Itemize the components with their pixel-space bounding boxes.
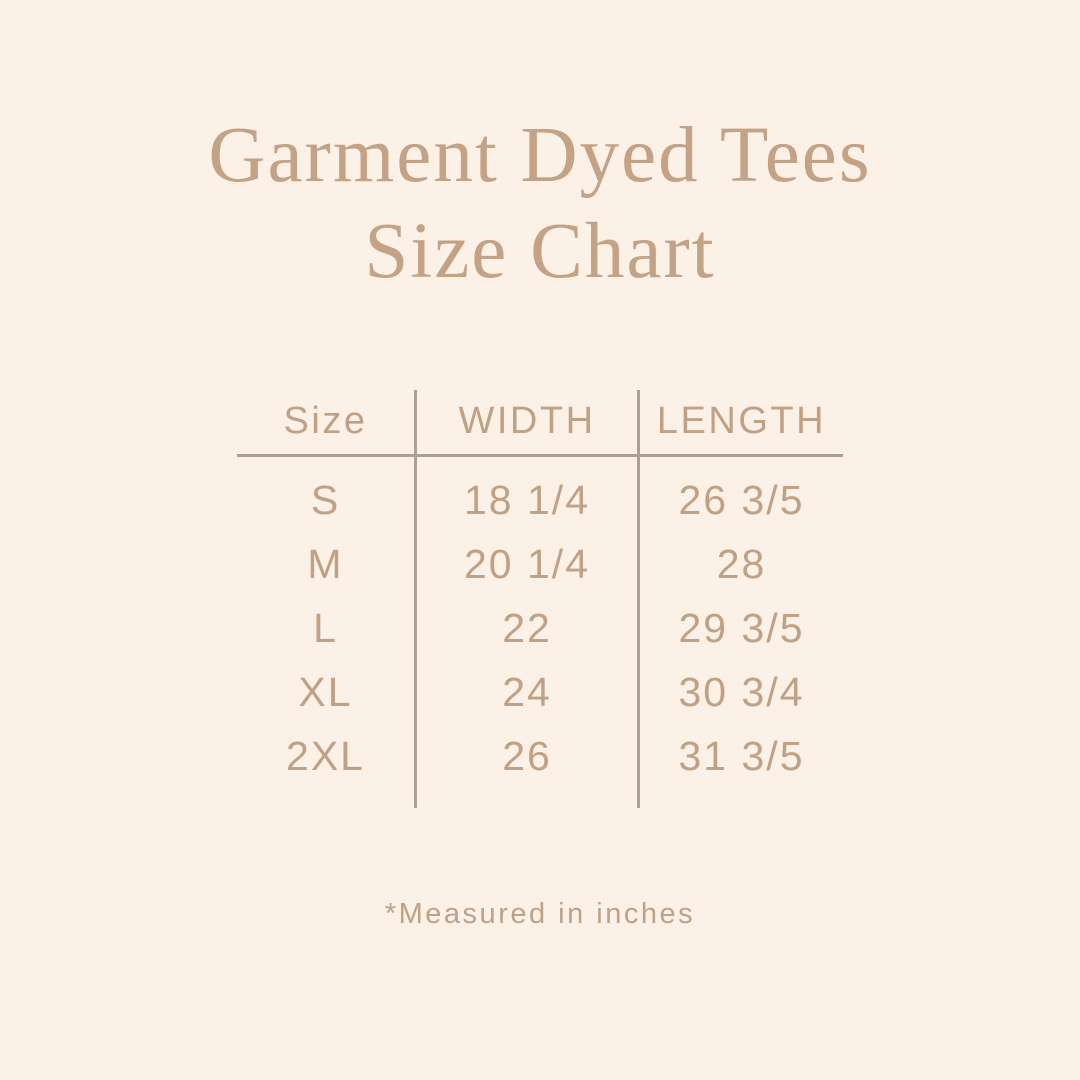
table-cell: L <box>313 604 338 651</box>
table-row: M 20 1/4 28 <box>237 532 843 596</box>
table-cell: 20 1/4 <box>464 540 590 587</box>
table-cell: 26 <box>502 732 552 779</box>
table-cell: 22 <box>502 604 552 651</box>
table-cell: 29 3/5 <box>678 604 805 651</box>
table-cell: M <box>307 540 344 587</box>
table-cell: 18 1/4 <box>464 476 590 523</box>
table-header-cell: LENGTH <box>656 399 827 442</box>
table-header-cell: WIDTH <box>458 399 596 442</box>
header-divider-line <box>237 454 843 457</box>
table-body: S 18 1/4 26 3/5 M 20 1/4 28 L 22 29 3/5 XL 24 30 3/… <box>237 458 843 788</box>
size-table: Size WIDTH LENGTH S 18 1/4 26 3/5 M 20 1/4 28 L 2… <box>237 390 843 810</box>
table-row: XL 24 30 3/4 <box>237 660 843 724</box>
table-cell: 31 3/5 <box>678 732 805 779</box>
page-title-line1: Garment Dyed Tees <box>208 112 872 199</box>
table-row: S 18 1/4 26 3/5 <box>237 468 843 532</box>
page-title: Garment Dyed Tees Size Chart <box>0 108 1080 300</box>
column-divider-line-2 <box>637 390 640 808</box>
page-title-line2: Size Chart <box>364 208 716 295</box>
column-divider-line-1 <box>414 390 417 808</box>
table-row: L 22 29 3/5 <box>237 596 843 660</box>
table-row: 2XL 26 31 3/5 <box>237 724 843 788</box>
table-header-cell: Size <box>283 399 368 442</box>
table-cell: S <box>310 476 341 523</box>
table-cell: XL <box>298 668 353 715</box>
table-cell: 28 <box>716 540 767 587</box>
table-cell: 30 3/4 <box>678 668 805 715</box>
table-header-row: Size WIDTH LENGTH <box>237 390 843 452</box>
table-cell: 2XL <box>286 732 365 779</box>
footnote: *Measured in inches <box>384 898 696 930</box>
table-cell: 24 <box>502 668 552 715</box>
table-cell: 26 3/5 <box>678 476 805 523</box>
